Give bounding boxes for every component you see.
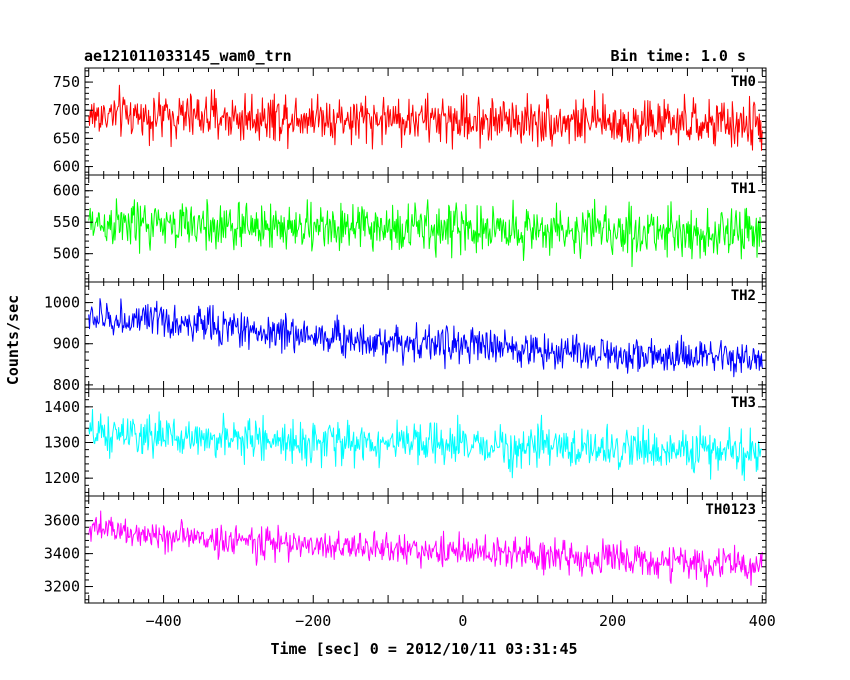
series-line-th3 [88,408,763,481]
panel-label-th0123: TH0123 [705,502,756,518]
y-tick-label: 800 [53,376,80,394]
y-tick-label: 600 [53,158,80,176]
panel-th0123: 3200 3400 3600 TH0123 [44,495,767,604]
series-line-th1 [88,198,763,268]
panel-th0: 600 650 700 750 TH0 [53,67,767,176]
y-tick-label: 1400 [44,398,80,416]
y-tick-label: 700 [53,101,80,119]
series-line-th2 [88,298,763,378]
panel-label-th3: TH3 [731,395,756,411]
panel-th2: 800 900 1000 TH2 [44,281,767,394]
panel-frame [84,388,767,497]
y-tick-label: 900 [53,335,80,353]
x-tick-label: −400 [146,612,182,630]
x-tick-label: −200 [295,612,331,630]
panel-frame [84,495,767,604]
x-axis: −400 −200 0 200 400 [146,612,776,630]
x-tick-label: 400 [749,612,776,630]
y-tick-label: 550 [53,213,80,231]
y-axis-label: Counts/sec [4,295,22,385]
panel-th1: 500 550 600 TH1 [53,174,767,283]
panel-label-th1: TH1 [731,181,756,197]
y-tick-label: 500 [53,245,80,263]
y-tick-label: 1300 [44,434,80,452]
y-tick-label: 650 [53,129,80,147]
panel-label-th0: TH0 [731,74,756,90]
y-tick-label: 3200 [44,578,80,596]
y-tick-label: 600 [53,182,80,200]
x-axis-label: Time [sec] 0 = 2012/10/11 03:31:45 [270,640,577,658]
y-tick-label: 1200 [44,469,80,487]
y-tick-label: 1000 [44,294,80,312]
y-tick-label: 3400 [44,545,80,563]
panel-label-th2: TH2 [731,288,756,304]
panels: 600 650 700 750 TH0 500 550 600 TH1 800 900 1000 TH2… [44,67,767,604]
y-tick-label: 750 [53,73,80,91]
series-line-th0123 [88,510,763,588]
chart-title: ae121011033145_wam0_trn [84,47,292,65]
x-tick-label: 0 [458,612,467,630]
panel-th3: 1200 1300 1400 TH3 [44,388,767,497]
x-tick-label: 200 [599,612,626,630]
bin-time-label: Bin time: 1.0 s [611,47,746,65]
y-tick-label: 3600 [44,512,80,530]
series-line-th0 [88,84,763,151]
